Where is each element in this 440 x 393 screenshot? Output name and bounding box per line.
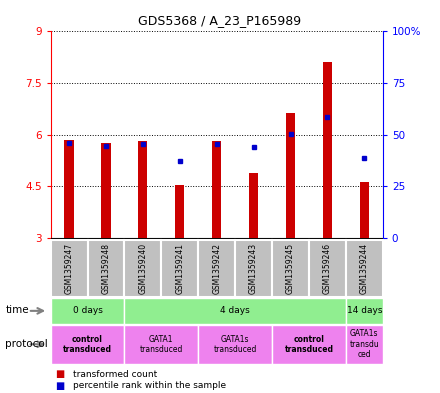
Text: 14 days: 14 days <box>347 307 382 315</box>
Bar <box>64 140 73 238</box>
Text: protocol: protocol <box>5 339 48 349</box>
Bar <box>51 298 125 324</box>
Text: GSM1359247: GSM1359247 <box>65 242 73 294</box>
Bar <box>175 185 184 238</box>
Bar <box>51 240 88 297</box>
Bar <box>51 325 125 364</box>
Bar <box>125 298 346 324</box>
Text: GSM1359242: GSM1359242 <box>212 243 221 294</box>
Text: control
transduced: control transduced <box>63 334 112 354</box>
Bar <box>101 143 110 238</box>
Text: ■: ■ <box>55 369 64 379</box>
Bar <box>323 62 332 238</box>
Bar <box>272 240 309 297</box>
Text: GATA1
transduced: GATA1 transduced <box>139 334 183 354</box>
Bar <box>286 113 295 238</box>
Bar <box>125 240 161 297</box>
Text: GSM1359240: GSM1359240 <box>138 242 147 294</box>
Bar <box>125 325 198 364</box>
Bar <box>212 141 221 238</box>
Text: transformed count: transformed count <box>73 370 157 378</box>
Text: time: time <box>5 305 29 316</box>
Text: GATA1s
transduced: GATA1s transduced <box>213 334 257 354</box>
Text: 4 days: 4 days <box>220 307 250 315</box>
Bar <box>88 240 125 297</box>
Text: GDS5368 / A_23_P165989: GDS5368 / A_23_P165989 <box>139 14 301 27</box>
Bar <box>235 240 272 297</box>
Text: ■: ■ <box>55 381 64 391</box>
Text: GSM1359241: GSM1359241 <box>175 243 184 294</box>
Bar <box>161 240 198 297</box>
Text: control
transduced: control transduced <box>285 334 334 354</box>
Text: GSM1359243: GSM1359243 <box>249 242 258 294</box>
Bar <box>249 173 258 238</box>
Text: 0 days: 0 days <box>73 307 103 315</box>
Bar <box>346 298 383 324</box>
Bar <box>272 325 346 364</box>
Text: GSM1359248: GSM1359248 <box>102 243 110 294</box>
Bar <box>346 240 383 297</box>
Text: percentile rank within the sample: percentile rank within the sample <box>73 382 226 390</box>
Bar <box>360 182 369 238</box>
Text: GATA1s
transdu
ced: GATA1s transdu ced <box>349 329 379 359</box>
Text: GSM1359245: GSM1359245 <box>286 242 295 294</box>
Bar <box>309 240 346 297</box>
Text: GSM1359246: GSM1359246 <box>323 242 332 294</box>
Bar <box>346 325 383 364</box>
Text: GSM1359244: GSM1359244 <box>360 242 369 294</box>
Bar <box>198 325 272 364</box>
Bar <box>138 141 147 238</box>
Bar <box>198 240 235 297</box>
